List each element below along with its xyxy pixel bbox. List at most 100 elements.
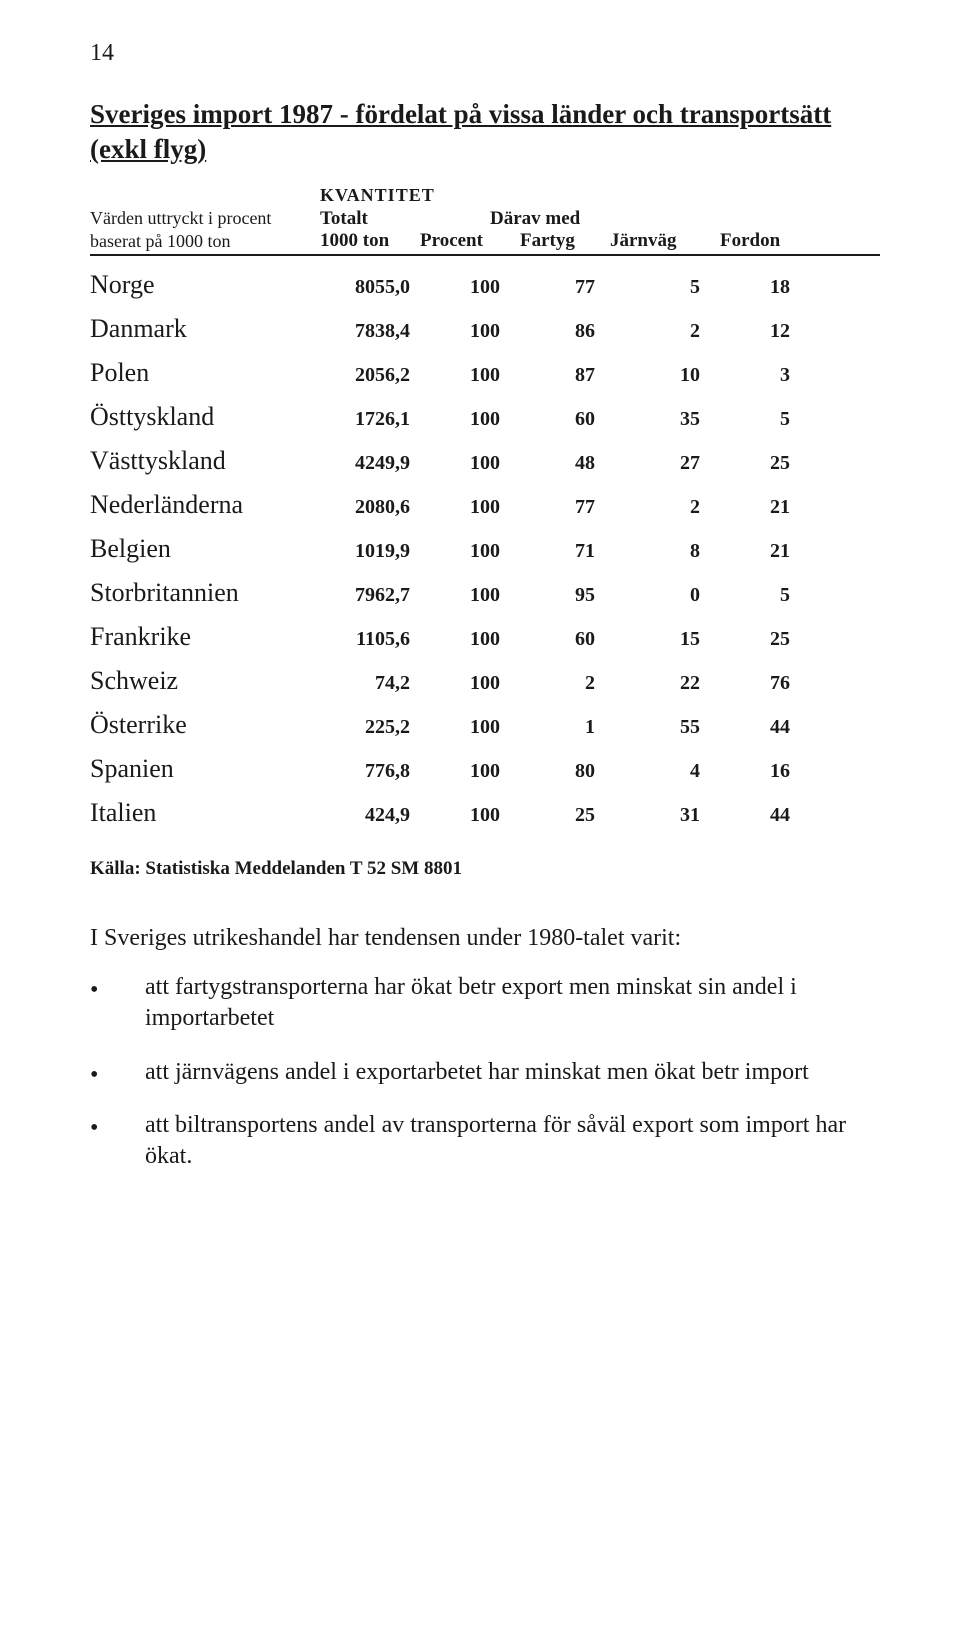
document-page: 14 Sveriges import 1987 - fördelat på vi… [0, 0, 960, 1630]
table-row: Storbritannien7962,71009505 [90, 578, 880, 608]
table-row: Italien424,9100253144 [90, 798, 880, 828]
cell-fartyg: 80 [535, 760, 630, 783]
bullet-icon: • [90, 1110, 145, 1172]
cell-fartyg: 60 [535, 408, 630, 431]
cell-fordon: 25 [740, 452, 790, 475]
cell-jarnvag: 0 [630, 584, 740, 607]
bullet-item: •att järnvägens andel i exportarbetet ha… [90, 1057, 880, 1088]
cell-procent: 100 [430, 496, 535, 519]
table-body: Norge8055,010077518Danmark7838,410086212… [90, 270, 880, 828]
cell-fartyg: 71 [535, 540, 630, 563]
cell-jarnvag: 27 [630, 452, 740, 475]
cell-fordon: 5 [740, 408, 790, 431]
cell-fordon: 12 [740, 320, 790, 343]
cell-jarnvag: 15 [630, 628, 740, 651]
country-name: Italien [90, 798, 320, 828]
cell-procent: 100 [430, 628, 535, 651]
cell-procent: 100 [430, 452, 535, 475]
header-kvantitet: KVANTITET [320, 185, 880, 206]
country-name: Nederländerna [90, 490, 320, 520]
cell-fartyg: 2 [535, 672, 630, 695]
country-name: Österrike [90, 710, 320, 740]
cell-procent: 100 [430, 408, 535, 431]
cell-1000-ton: 2080,6 [320, 496, 430, 519]
note-line-2: baserat på 1000 ton [90, 230, 320, 253]
cell-jarnvag: 10 [630, 364, 740, 387]
cell-fordon: 16 [740, 760, 790, 783]
country-name: Belgien [90, 534, 320, 564]
page-number: 14 [90, 40, 880, 67]
bullet-text: att fartygstransporterna har ökat betr e… [145, 972, 880, 1034]
table-row: Norge8055,010077518 [90, 270, 880, 300]
cell-procent: 100 [430, 584, 535, 607]
table-row: Danmark7838,410086212 [90, 314, 880, 344]
table-row: Östtyskland1726,110060355 [90, 402, 880, 432]
cell-procent: 100 [430, 364, 535, 387]
cell-1000-ton: 8055,0 [320, 276, 430, 299]
cell-fartyg: 86 [535, 320, 630, 343]
table-header: Värden uttryckt i procent baserat på 100… [90, 185, 880, 256]
cell-jarnvag: 2 [630, 496, 740, 519]
table-row: Österrike225,210015544 [90, 710, 880, 740]
country-name: Spanien [90, 754, 320, 784]
note-line-1: Värden uttryckt i procent [90, 207, 320, 230]
source-citation: Källa: Statistiska Meddelanden T 52 SM 8… [90, 858, 880, 880]
country-name: Danmark [90, 314, 320, 344]
header-left-note: Värden uttryckt i procent baserat på 100… [90, 185, 320, 252]
cell-procent: 100 [430, 320, 535, 343]
country-name: Västtyskland [90, 446, 320, 476]
header-jarnvag: Järnväg [610, 230, 720, 252]
cell-procent: 100 [430, 276, 535, 299]
country-name: Storbritannien [90, 578, 320, 608]
table-row: Belgien1019,910071821 [90, 534, 880, 564]
cell-1000-ton: 2056,2 [320, 364, 430, 387]
cell-jarnvag: 2 [630, 320, 740, 343]
page-title: Sveriges import 1987 - fördelat på vissa… [90, 97, 880, 167]
cell-procent: 100 [430, 804, 535, 827]
header-fordon: Fordon [720, 230, 880, 252]
cell-jarnvag: 55 [630, 716, 740, 739]
cell-1000-ton: 424,9 [320, 804, 430, 827]
header-totalt: Totalt [320, 208, 490, 230]
bullet-icon: • [90, 1057, 145, 1088]
bullet-icon: • [90, 972, 145, 1034]
cell-procent: 100 [430, 540, 535, 563]
cell-fordon: 76 [740, 672, 790, 695]
table-row: Schweiz74,210022276 [90, 666, 880, 696]
cell-1000-ton: 1726,1 [320, 408, 430, 431]
cell-fartyg: 48 [535, 452, 630, 475]
cell-1000-ton: 776,8 [320, 760, 430, 783]
cell-procent: 100 [430, 760, 535, 783]
cell-fartyg: 95 [535, 584, 630, 607]
bullet-list: •att fartygstransporterna har ökat betr … [90, 972, 880, 1172]
table-row: Polen2056,210087103 [90, 358, 880, 388]
cell-1000-ton: 225,2 [320, 716, 430, 739]
header-procent: Procent [420, 230, 520, 252]
country-name: Norge [90, 270, 320, 300]
cell-1000-ton: 4249,9 [320, 452, 430, 475]
bullet-text: att järnvägens andel i exportarbetet har… [145, 1057, 880, 1088]
bullet-item: •att biltransportens andel av transporte… [90, 1110, 880, 1172]
cell-fordon: 21 [740, 540, 790, 563]
cell-fordon: 3 [740, 364, 790, 387]
table-row: Spanien776,810080416 [90, 754, 880, 784]
country-name: Polen [90, 358, 320, 388]
header-darav-med: Därav med [490, 208, 880, 230]
cell-1000-ton: 1019,9 [320, 540, 430, 563]
country-name: Östtyskland [90, 402, 320, 432]
cell-jarnvag: 8 [630, 540, 740, 563]
cell-1000-ton: 1105,6 [320, 628, 430, 651]
table-row: Västtyskland4249,9100482725 [90, 446, 880, 476]
cell-fartyg: 87 [535, 364, 630, 387]
country-name: Schweiz [90, 666, 320, 696]
header-fartyg: Fartyg [520, 230, 610, 252]
cell-procent: 100 [430, 716, 535, 739]
cell-jarnvag: 31 [630, 804, 740, 827]
cell-1000-ton: 7838,4 [320, 320, 430, 343]
cell-jarnvag: 5 [630, 276, 740, 299]
bullet-text: att biltransportens andel av transporter… [145, 1110, 880, 1172]
cell-fartyg: 1 [535, 716, 630, 739]
intro-paragraph: I Sveriges utrikeshandel har tendensen u… [90, 925, 880, 952]
cell-procent: 100 [430, 672, 535, 695]
header-columns: KVANTITET Totalt Därav med 1000 ton Proc… [320, 185, 880, 252]
